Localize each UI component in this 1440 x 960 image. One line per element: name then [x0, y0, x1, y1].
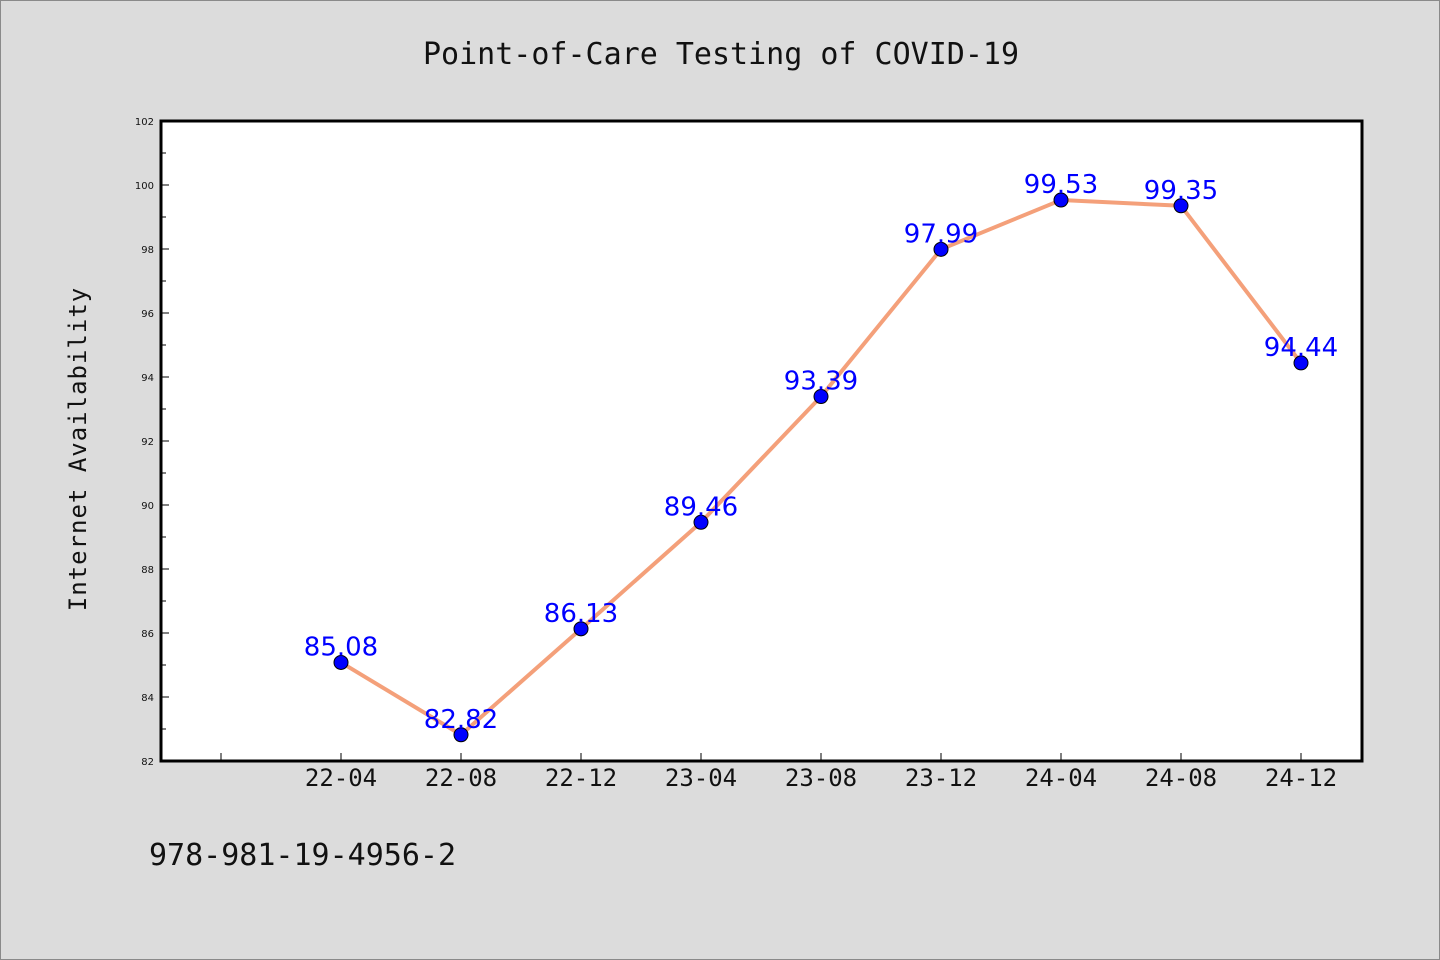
y-tick-label: 102: [135, 117, 154, 128]
x-tick-label: 24-08: [1145, 764, 1217, 792]
y-tick-label: 88: [141, 565, 154, 576]
data-labels: 85.08 82.82 86.13 89.46 93.39 97.99 99.53 99.35…: [304, 170, 1338, 735]
y-tick-label: 84: [141, 693, 154, 704]
x-tick-label: 22-04: [305, 764, 377, 792]
data-label: 99.53: [1024, 170, 1098, 200]
data-label: 86.13: [544, 599, 618, 629]
y-tick-label: 100: [135, 181, 154, 192]
data-point-marker: [453, 727, 469, 743]
data-point-marker: [693, 514, 709, 530]
data-point-marker: [1053, 192, 1069, 208]
data-point-marker: [333, 654, 349, 670]
x-tick-label: 23-04: [665, 764, 737, 792]
plot-frame: [159, 119, 1364, 763]
x-tick-label: 23-08: [785, 764, 857, 792]
data-label: 99.35: [1144, 176, 1218, 206]
data-point-marker: [813, 389, 829, 405]
data-label: 85.08: [304, 632, 378, 662]
y-tick-label: 98: [141, 245, 154, 256]
y-tick-label: 94: [141, 373, 154, 384]
data-label: 82.82: [424, 705, 498, 735]
x-tick-label: 23-12: [905, 764, 977, 792]
data-point-marker: [573, 621, 589, 637]
x-axis-ticks: 22-04 22-08 22-12 23-04 23-08 23-12 24-04 24-08…: [220, 753, 1337, 792]
footer-isbn: 978-981-19-4956-2: [149, 838, 456, 873]
y-axis-label: Internet Availability: [64, 287, 92, 611]
x-tick-label: 24-04: [1025, 764, 1097, 792]
data-label: 89.46: [664, 492, 738, 522]
y-tick-label: 96: [141, 309, 154, 320]
data-label: 93.39: [784, 367, 858, 397]
data-point-marker: [1293, 355, 1309, 371]
y-tick-label: 86: [141, 629, 154, 640]
series-layer: [333, 192, 1309, 743]
data-label: 97.99: [904, 219, 978, 249]
chart-title: Point-of-Care Testing of COVID-19: [423, 37, 1019, 72]
y-tick-label: 92: [141, 437, 154, 448]
plot-area: [161, 121, 1362, 761]
data-point-marker: [1173, 198, 1189, 214]
x-tick-label: 22-12: [545, 764, 617, 792]
data-point-marker: [933, 241, 949, 257]
x-tick-label: 24-12: [1265, 764, 1337, 792]
y-tick-label: 90: [141, 501, 154, 512]
x-tick-label: 22-08: [425, 764, 497, 792]
y-tick-label: 82: [141, 757, 154, 768]
data-label: 94.44: [1264, 333, 1338, 363]
